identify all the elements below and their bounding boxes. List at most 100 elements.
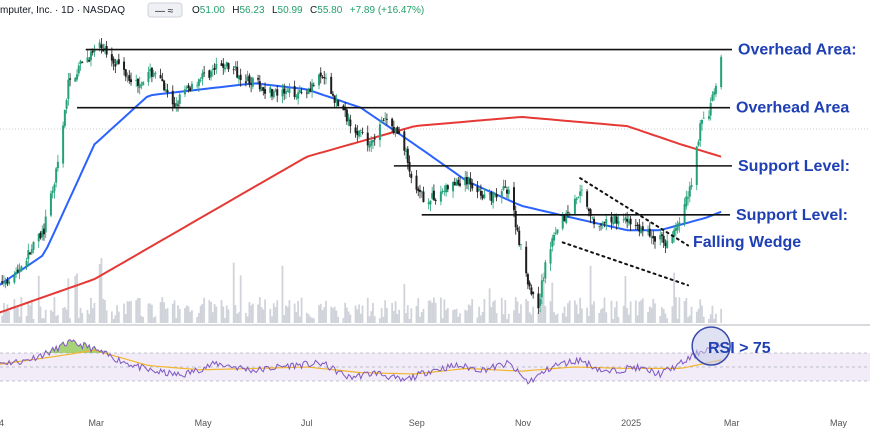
- candle-body: [237, 76, 240, 79]
- candle: [507, 186, 510, 200]
- volume-bar: [25, 315, 28, 323]
- volume-bar: [232, 262, 235, 323]
- candle: [295, 94, 298, 101]
- candle-body: [593, 218, 596, 225]
- volume-bar: [29, 305, 31, 323]
- candle: [126, 72, 129, 83]
- candle-body: [542, 280, 545, 282]
- volume-bar: [419, 316, 421, 323]
- candle-body: [196, 85, 199, 87]
- candle: [203, 65, 206, 78]
- candle: [323, 71, 326, 85]
- candle-body: [227, 63, 230, 70]
- volume-bar: [62, 307, 65, 323]
- candle: [319, 67, 322, 84]
- volume-bar: [629, 301, 632, 323]
- candle: [175, 97, 178, 112]
- volume-bar: [561, 313, 564, 323]
- candle: [227, 62, 230, 73]
- candle-body: [544, 262, 547, 279]
- wedge-lower-line: [561, 241, 690, 287]
- candle: [525, 241, 528, 277]
- volume-bar: [197, 312, 200, 323]
- volume-bar: [53, 297, 56, 323]
- candle: [189, 86, 192, 92]
- candle-body: [344, 107, 347, 111]
- candle-body: [331, 93, 334, 96]
- candle-body: [319, 72, 322, 77]
- candle: [537, 286, 540, 314]
- candle-body: [102, 49, 105, 52]
- candle-body: [700, 119, 703, 124]
- candle-body: [405, 150, 408, 152]
- volume-bar: [652, 298, 655, 323]
- candle: [321, 75, 324, 79]
- candle-body: [445, 185, 448, 193]
- volume-bar: [433, 297, 435, 323]
- volume-bar: [285, 305, 287, 323]
- candle-body: [187, 85, 190, 89]
- candle-body: [500, 191, 503, 197]
- candle-body: [526, 274, 529, 285]
- candle: [183, 85, 186, 98]
- candle: [344, 101, 347, 118]
- candle-body: [408, 161, 411, 172]
- candle-body: [225, 62, 228, 67]
- volume-bar: [530, 314, 533, 323]
- candle: [380, 116, 383, 124]
- candle: [13, 271, 16, 285]
- candle-body: [190, 83, 193, 90]
- candle-body: [76, 74, 79, 80]
- candle: [65, 98, 68, 114]
- volume-bar: [579, 297, 582, 323]
- candle-body: [666, 240, 669, 249]
- candle-body: [573, 198, 576, 214]
- candle-body: [4, 281, 7, 285]
- volume-bar: [137, 297, 139, 323]
- candle: [163, 80, 166, 92]
- candle-body: [53, 184, 56, 192]
- candle-body: [676, 223, 679, 231]
- candle-body: [295, 96, 298, 98]
- candle-body: [250, 83, 253, 85]
- volume-bar: [492, 301, 494, 323]
- rsi-pane: RSI > 75: [0, 326, 870, 385]
- volume-bar: [615, 301, 618, 323]
- volume-bar: [452, 310, 454, 323]
- volume-bar: [443, 299, 446, 323]
- volume-bar: [330, 306, 333, 323]
- candle-body: [63, 109, 66, 127]
- candle-body: [580, 189, 583, 191]
- candle-body: [124, 69, 127, 77]
- volume-bar: [124, 314, 127, 323]
- volume-bar: [184, 308, 186, 323]
- candle: [603, 221, 606, 228]
- candle-body: [382, 119, 385, 121]
- candle-body: [283, 88, 286, 94]
- candle: [452, 181, 455, 198]
- volume-bar: [93, 302, 96, 323]
- volume-bar: [300, 297, 303, 323]
- candle: [93, 44, 96, 57]
- candle-body: [490, 192, 493, 201]
- volume-bar: [175, 318, 178, 323]
- volume-bar: [203, 297, 206, 323]
- candle: [612, 215, 615, 228]
- candle: [53, 182, 56, 199]
- volume-bar: [196, 316, 199, 323]
- candle: [502, 179, 505, 191]
- volume-bar: [264, 299, 266, 323]
- candle: [405, 147, 408, 160]
- volume-bar: [493, 300, 496, 323]
- candle: [88, 56, 91, 63]
- candle-body: [41, 230, 44, 237]
- candle: [392, 120, 395, 135]
- volume-bar: [586, 307, 588, 323]
- visibility-toggle[interactable]: — ≈: [147, 2, 183, 18]
- candle: [671, 231, 674, 244]
- volume-bar: [189, 311, 192, 323]
- volume-bar: [445, 309, 447, 323]
- candle-body: [687, 197, 690, 199]
- volume-bar: [715, 313, 717, 323]
- candle: [673, 225, 676, 243]
